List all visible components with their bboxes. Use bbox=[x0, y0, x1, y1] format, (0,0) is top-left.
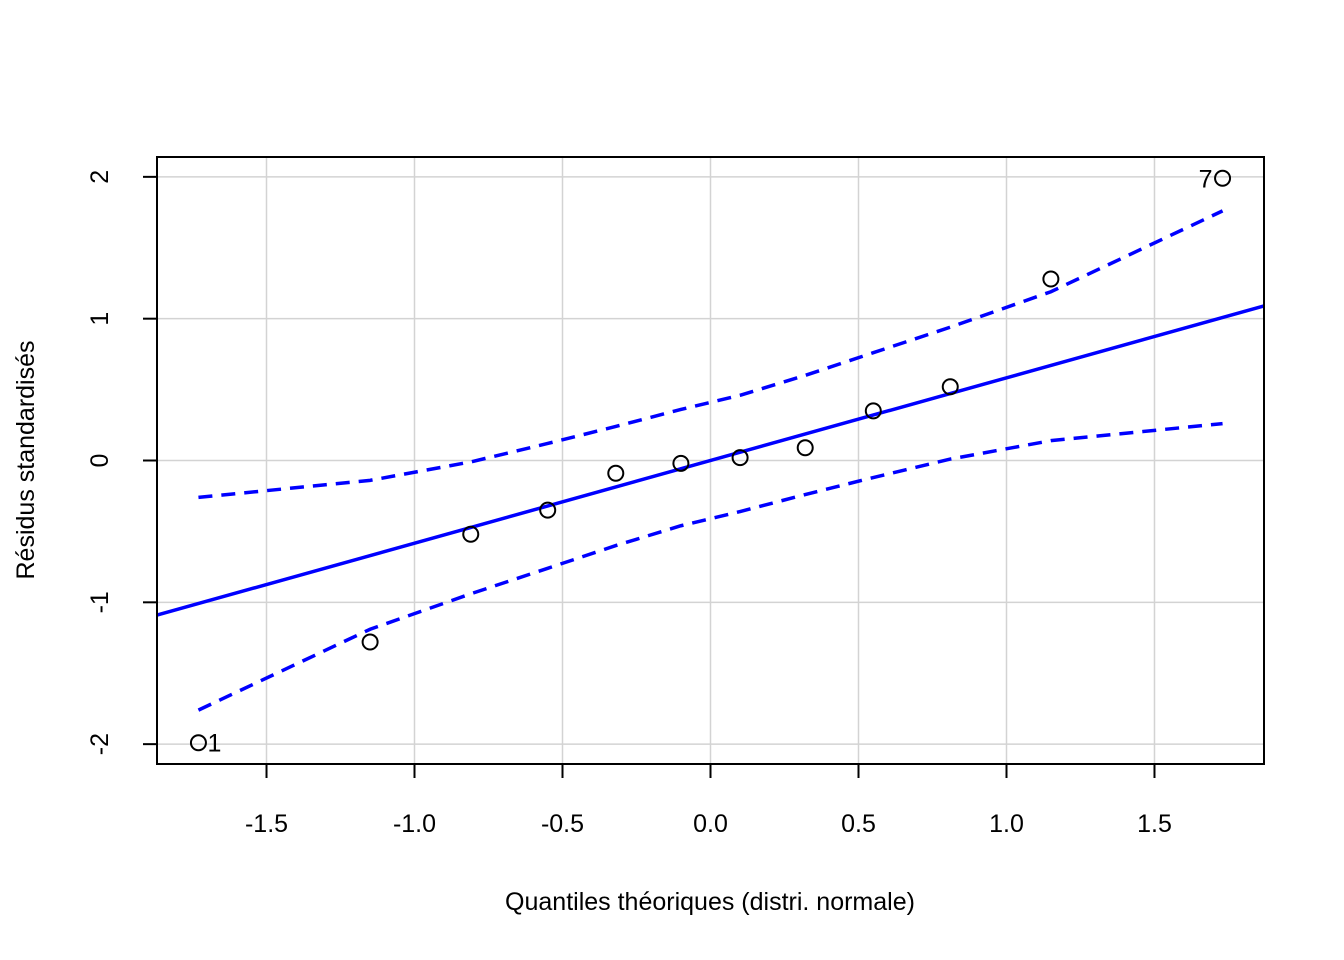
x-tick-label: -0.5 bbox=[541, 810, 584, 838]
x-tick-label: 0.0 bbox=[693, 810, 728, 838]
data-point bbox=[864, 402, 882, 420]
confidence-envelope bbox=[197, 209, 1224, 712]
x-tick-label: -1.0 bbox=[393, 810, 436, 838]
x-tick-label: 0.5 bbox=[841, 810, 876, 838]
y-tick-label: -2 bbox=[86, 733, 114, 755]
data-points: 17 bbox=[189, 165, 1232, 758]
grid bbox=[157, 157, 1264, 764]
x-axis: -1.5 -1.0 -0.5 0.0 0.5 1.0 1.5 bbox=[245, 764, 1172, 838]
y-tick-label: 2 bbox=[86, 170, 114, 184]
data-point bbox=[607, 464, 625, 482]
x-tick-label: 1.0 bbox=[989, 810, 1024, 838]
y-tick-label: 0 bbox=[86, 454, 114, 468]
reference-line bbox=[157, 304, 1264, 617]
data-point bbox=[1042, 270, 1060, 288]
x-axis-label: Quantiles théoriques (distri. normale) bbox=[505, 888, 915, 916]
data-point bbox=[539, 501, 557, 519]
point-label: 7 bbox=[1199, 165, 1213, 193]
reference-line-group bbox=[157, 304, 1264, 617]
envelope-lower-line bbox=[197, 421, 1223, 712]
y-axis: -2 -1 0 1 2 bbox=[86, 170, 157, 755]
data-point bbox=[462, 525, 480, 543]
data-point bbox=[796, 439, 814, 457]
data-point bbox=[941, 378, 959, 396]
x-tick-label: 1.5 bbox=[1137, 810, 1172, 838]
y-tick-label: 1 bbox=[86, 312, 114, 326]
x-tick-label: -1.5 bbox=[245, 810, 288, 838]
y-axis-label: Résidus standardisés bbox=[12, 340, 40, 579]
data-point bbox=[361, 633, 379, 651]
data-point bbox=[1214, 169, 1232, 187]
data-point bbox=[672, 454, 690, 472]
y-tick-label: -1 bbox=[86, 591, 114, 613]
data-point bbox=[189, 734, 207, 752]
envelope-upper-line bbox=[198, 209, 1224, 500]
point-label: 1 bbox=[207, 730, 221, 758]
data-point bbox=[731, 449, 749, 467]
